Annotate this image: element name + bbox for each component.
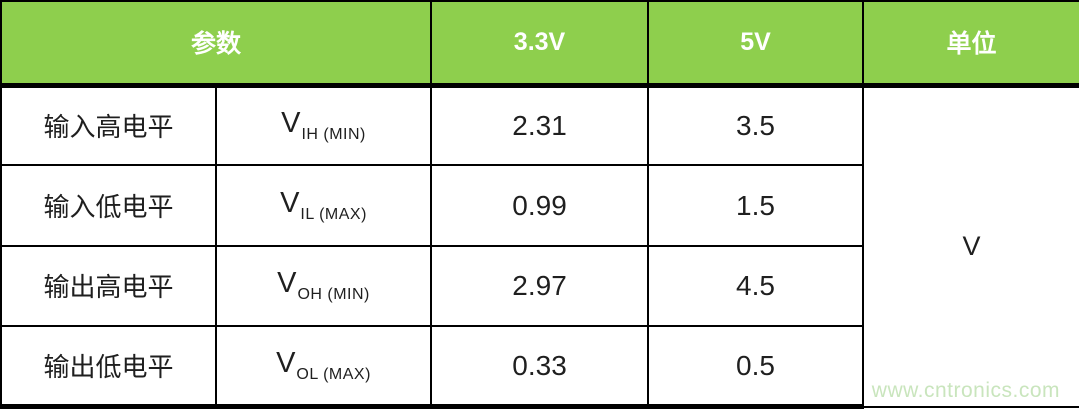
symbol-subscript: IH (MIN) bbox=[301, 126, 366, 144]
header-unit: 单位 bbox=[862, 0, 1079, 88]
symbol-subscript: OL (MAX) bbox=[296, 366, 371, 384]
param-symbol: VOH (MIN) bbox=[214, 244, 433, 328]
symbol-base: V bbox=[277, 267, 297, 300]
value-5v: 3.5 bbox=[647, 83, 865, 167]
symbol-subscript: OH (MIN) bbox=[297, 286, 370, 304]
table-row-input-low: 输入低电平 VIL (MAX) 0.99 1.5 bbox=[0, 164, 1079, 247]
value-5v: 0.5 bbox=[647, 325, 865, 409]
param-name: 输出低电平 bbox=[0, 325, 217, 409]
value-3v3: 2.97 bbox=[430, 244, 650, 328]
symbol-base: V bbox=[281, 107, 301, 140]
table-row-output-low: 输出低电平 VOL (MAX) 0.33 0.5 bbox=[0, 325, 1079, 409]
value-3v3: 0.33 bbox=[430, 325, 650, 409]
param-symbol: VIH (MIN) bbox=[214, 83, 433, 167]
header-5v: 5V bbox=[647, 0, 865, 88]
header-row: 参数 3.3V 5V 单位 bbox=[0, 0, 1079, 88]
param-name: 输入低电平 bbox=[0, 164, 217, 247]
value-3v3: 0.99 bbox=[430, 164, 650, 247]
symbol-base: V bbox=[276, 347, 296, 380]
param-symbol: VOL (MAX) bbox=[214, 325, 433, 409]
unit-cell: V bbox=[862, 84, 1079, 408]
value-3v3: 2.31 bbox=[430, 83, 650, 167]
symbol-subscript: IL (MAX) bbox=[300, 206, 367, 224]
param-name: 输出高电平 bbox=[0, 244, 217, 328]
table-row-input-high: 输入高电平 VIH (MIN) 2.31 3.5 V bbox=[0, 83, 1079, 408]
symbol-base: V bbox=[280, 187, 300, 220]
table-row-output-high: 输出高电平 VOH (MIN) 2.97 4.5 bbox=[0, 244, 1079, 328]
value-5v: 1.5 bbox=[647, 164, 865, 247]
unit-value: V bbox=[962, 231, 981, 261]
value-5v: 4.5 bbox=[647, 244, 865, 328]
header-3v3: 3.3V bbox=[430, 0, 650, 88]
param-symbol: VIL (MAX) bbox=[214, 164, 433, 247]
header-param: 参数 bbox=[0, 0, 433, 88]
param-name: 输入高电平 bbox=[0, 83, 217, 167]
